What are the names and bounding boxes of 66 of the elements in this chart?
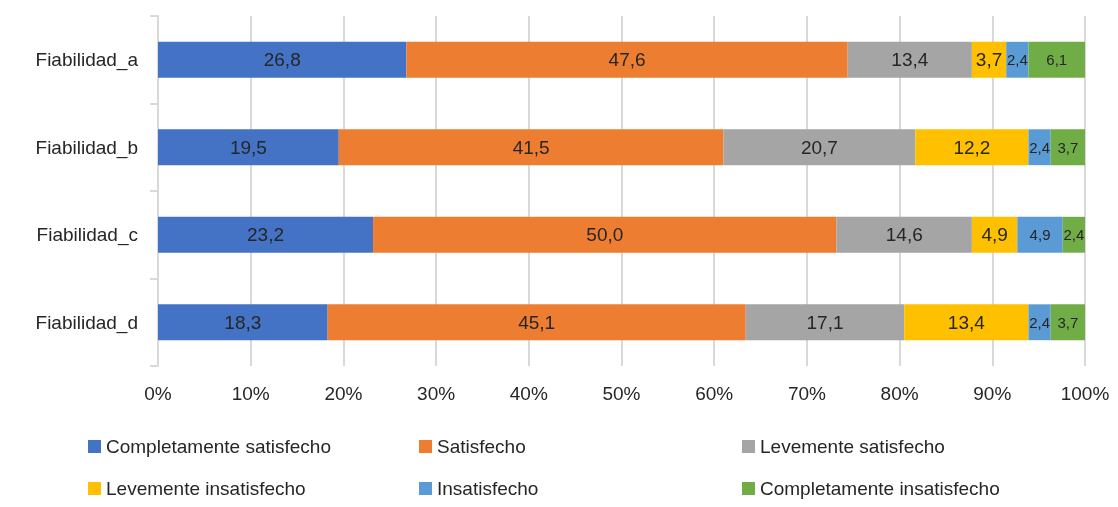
data-label: 18,3 [224,311,262,333]
x-tick-label: 30% [417,383,456,404]
bar [836,216,972,253]
bar [1028,129,1051,166]
legend-label: Insatisfecho [437,478,539,499]
bar [1017,216,1063,253]
x-tick-label: 20% [324,383,363,404]
data-label: 23,2 [247,224,285,246]
data-label: 2,4 [1006,51,1028,69]
data-label: 4,9 [981,224,1008,246]
bar [327,304,746,341]
x-tick-label: 100% [1060,383,1110,404]
data-label: 6,1 [1046,51,1068,69]
y-tick-label: Fiabilidad_c [36,224,138,247]
legend-label: Satisfecho [437,436,526,457]
x-tick-label: 60% [695,383,734,404]
data-label: 41,5 [512,136,550,158]
y-tick-label: Fiabilidad_b [35,136,138,159]
x-tick-label: 70% [787,383,827,404]
legend-label: Completamente satisfecho [106,436,331,457]
data-label: 45,1 [518,311,556,333]
bar [1028,304,1051,341]
data-label: 12,2 [953,136,991,158]
legend-label: Levemente satisfecho [760,436,945,457]
data-label: 50,0 [586,224,624,246]
x-tick-label: 10% [231,383,270,404]
data-label: 4,9 [1029,226,1051,244]
bar [406,41,848,78]
data-label: 2,4 [1063,226,1085,244]
data-label: 20,7 [800,136,838,158]
bar [373,216,837,253]
bar [1050,304,1085,341]
bar [158,129,339,166]
bar [158,304,328,341]
bar [158,216,374,253]
x-tick-label: 40% [509,383,548,404]
x-tick-label: 90% [973,383,1012,404]
data-label: 19,5 [229,136,267,158]
data-label: 17,1 [806,311,844,333]
legend-label: Completamente insatisfecho [760,478,1000,499]
bar [745,304,905,341]
data-label: 26,8 [263,49,301,71]
x-tick-label: 50% [602,383,641,404]
bar [904,304,1029,341]
data-label: 2,4 [1029,313,1051,331]
data-label: 13,4 [891,49,929,71]
data-label: 3,7 [1057,313,1079,331]
bar [723,129,916,166]
legend-label: Levemente insatisfecho [106,478,306,499]
data-label: 2,4 [1029,138,1051,156]
data-label: 3,7 [975,49,1003,71]
bar [338,129,724,166]
data-label: 13,4 [947,311,986,333]
bar [971,216,1018,253]
bar [1050,129,1085,166]
bar [847,41,972,78]
data-label: 3,7 [1057,138,1079,156]
x-tick-label: 80% [880,383,919,404]
bar [915,129,1029,166]
y-tick-label: Fiabilidad_d [35,311,138,334]
data-label: 47,6 [608,49,646,71]
data-label: 14,6 [885,224,923,246]
bar [158,41,407,78]
y-tick-label: Fiabilidad_a [35,49,139,72]
x-tick-label: 0% [144,383,172,404]
bar [1028,41,1085,78]
